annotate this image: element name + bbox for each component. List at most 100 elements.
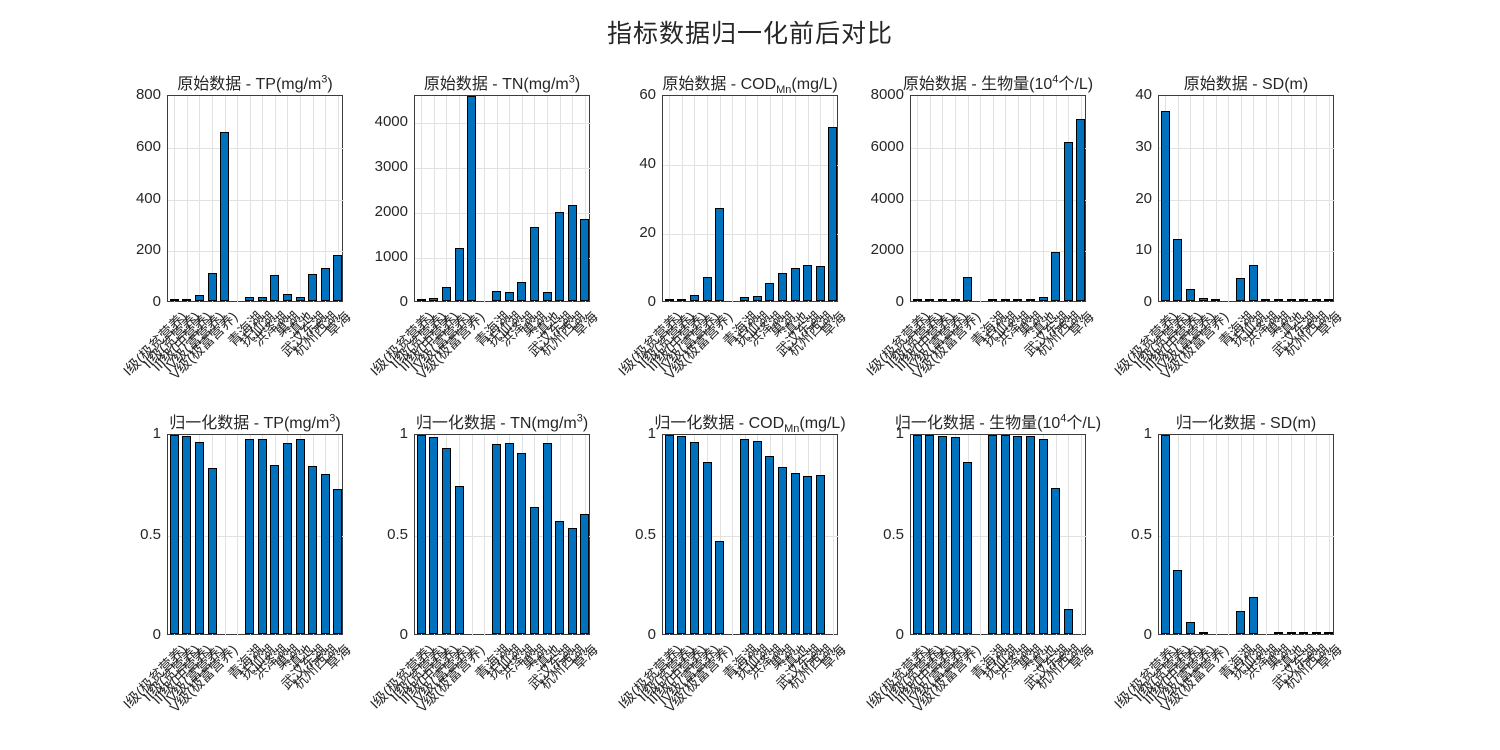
grid-line-vertical — [732, 96, 734, 303]
grid-line-horizontal — [168, 251, 344, 253]
bar — [455, 248, 464, 301]
subplot-title: 归一化数据 - SD(m) — [1086, 409, 1406, 433]
subplot-title-segment: ) — [335, 415, 341, 432]
y-tick-label: 1 — [1143, 425, 1152, 442]
bar — [505, 443, 514, 634]
grid-line-vertical — [559, 96, 561, 303]
bar — [442, 287, 451, 301]
axes-box — [167, 434, 344, 636]
grid-line-vertical — [707, 96, 708, 303]
bar — [270, 275, 279, 301]
y-tick-label: 0 — [895, 626, 904, 643]
bar — [555, 212, 564, 301]
subplot-title-segment: TN(mg/m — [502, 76, 569, 93]
subplot-title-prefix: 归一化数据 - — [894, 415, 990, 432]
bar — [1013, 299, 1022, 301]
subplot-title: 原始数据 - TP(mg/m3) — [95, 70, 415, 94]
axes-box — [1158, 95, 1335, 303]
bar — [1236, 278, 1245, 301]
bar — [665, 299, 674, 301]
bar — [517, 453, 526, 634]
subplot-title: 原始数据 - CODMn(mg/L) — [590, 70, 910, 96]
bar — [963, 277, 972, 301]
bar — [429, 298, 438, 301]
bar — [333, 489, 342, 634]
bar — [1013, 436, 1022, 634]
grid-line-vertical — [421, 96, 423, 303]
subplot-title-segment: 3 — [329, 412, 336, 425]
bar — [1051, 488, 1060, 634]
bar — [1261, 299, 1270, 301]
bar — [442, 448, 451, 634]
bar — [753, 441, 762, 634]
bar — [258, 439, 267, 634]
y-tick-label: 600 — [135, 137, 161, 155]
bar — [417, 435, 426, 634]
y-tick-label: 1 — [895, 425, 904, 442]
grid-line-vertical — [521, 96, 523, 303]
bar — [1076, 119, 1085, 301]
bar — [417, 299, 426, 301]
axes-box — [910, 95, 1087, 303]
y-tick-label: 1000 — [374, 248, 408, 265]
bar — [195, 442, 204, 634]
y-tick-label: 20 — [1135, 189, 1152, 207]
y-tick-label: 0 — [895, 293, 904, 310]
subplot-title: 原始数据 - TN(mg/m3) — [342, 70, 662, 94]
bar — [690, 442, 699, 634]
grid-line-vertical — [694, 96, 696, 303]
subplot-title-prefix: 归一化数据 - — [1175, 415, 1270, 432]
bar — [555, 521, 564, 634]
y-tick-label: 0 — [152, 293, 161, 310]
subplot-title-segment: (mg/L) — [791, 76, 838, 93]
bar — [1039, 439, 1048, 634]
bar — [1186, 289, 1195, 301]
grid-line-vertical — [496, 96, 498, 303]
subplot-title-segment: COD — [748, 415, 785, 432]
subplot-title-segment: Mn — [776, 84, 792, 97]
grid-line-horizontal — [1159, 199, 1335, 201]
bar — [333, 255, 342, 301]
bar — [1236, 611, 1245, 634]
bar — [677, 299, 686, 301]
grid-line-vertical — [584, 96, 586, 303]
bar — [665, 435, 674, 634]
bar — [170, 299, 179, 301]
grid-line-horizontal — [1159, 147, 1335, 149]
bar — [1312, 299, 1321, 301]
bar — [988, 435, 997, 634]
bar — [195, 295, 204, 301]
bar — [778, 273, 787, 301]
subplot-title-segment: SD(m) — [1262, 76, 1309, 93]
bar — [530, 227, 539, 301]
bar — [963, 462, 972, 634]
bar — [740, 439, 749, 634]
grid-line-vertical — [446, 96, 448, 303]
bar — [492, 444, 501, 634]
bar — [208, 468, 217, 634]
axes-box — [414, 434, 591, 636]
y-tick-label: 0 — [1143, 293, 1152, 310]
grid-line-horizontal — [415, 213, 591, 214]
axes-box — [1158, 434, 1335, 636]
grid-line-horizontal — [911, 199, 1087, 201]
subplot-title-prefix: 归一化数据 - — [415, 415, 511, 432]
bar — [283, 294, 292, 301]
bar — [913, 299, 922, 301]
y-tick-label: 0.5 — [635, 525, 656, 543]
grid-line-horizontal — [911, 147, 1087, 149]
bar — [765, 283, 774, 301]
figure-title: 指标数据归一化前后对比 — [606, 20, 893, 48]
subplot-title-prefix: 原始数据 - — [1183, 76, 1262, 93]
bar — [1026, 436, 1035, 634]
y-tick-label: 0.5 — [387, 525, 408, 543]
y-tick-label: 0.5 — [140, 525, 161, 543]
bar — [1186, 622, 1195, 634]
subplot-title-segment: TN(mg/m — [510, 415, 577, 432]
subplot-title-segment: 4 — [1060, 412, 1067, 425]
bar — [690, 295, 699, 301]
grid-line-horizontal — [911, 251, 1087, 253]
bar — [1026, 299, 1035, 301]
bar — [938, 436, 947, 634]
grid-line-horizontal — [168, 535, 344, 537]
